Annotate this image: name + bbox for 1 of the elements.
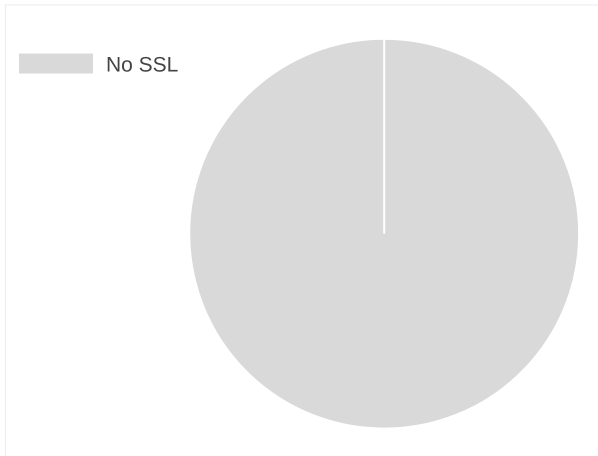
legend-label: No SSL: [106, 54, 178, 77]
